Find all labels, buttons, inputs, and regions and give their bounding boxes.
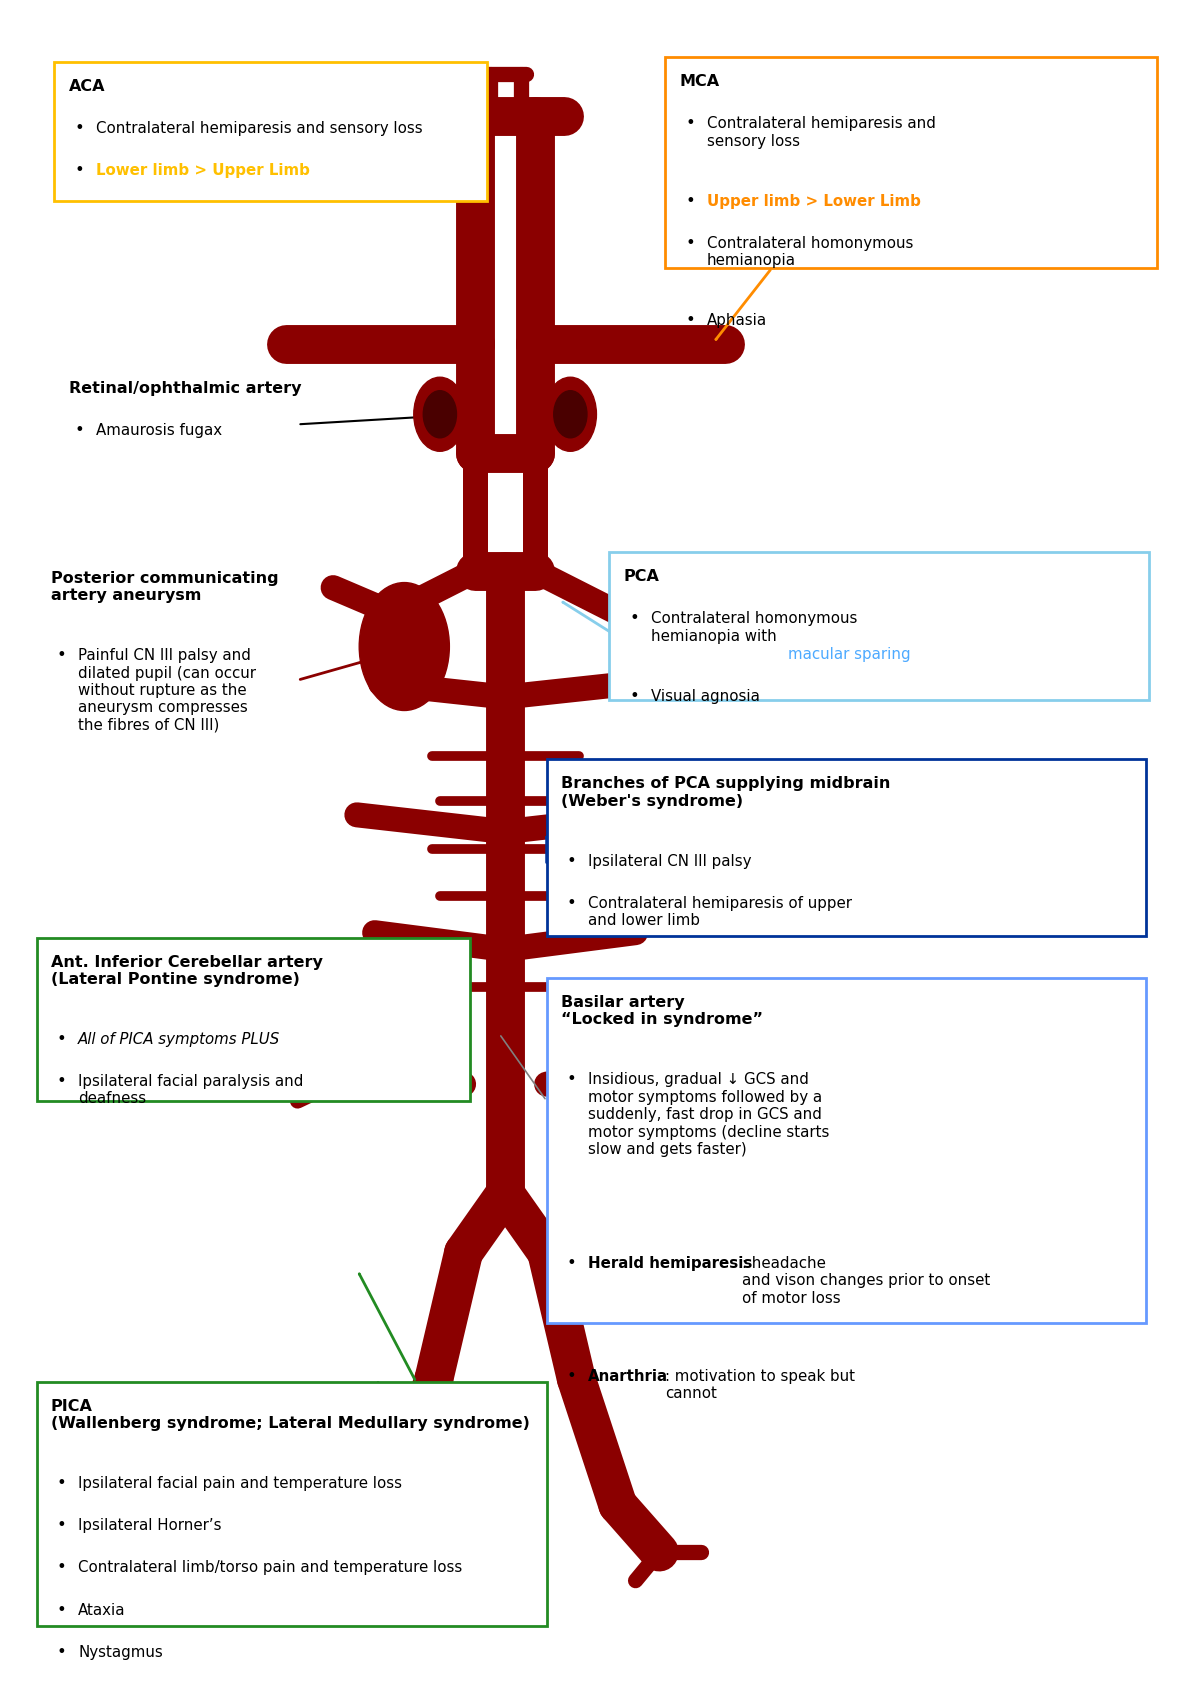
Text: •: •: [630, 611, 640, 626]
Text: •: •: [685, 117, 695, 131]
Text: •: •: [630, 689, 640, 704]
Text: Aphasia: Aphasia: [707, 314, 767, 328]
Text: •: •: [685, 314, 695, 328]
Text: Ipsilateral CN III palsy: Ipsilateral CN III palsy: [588, 854, 751, 869]
Text: Painful CN III palsy and
dilated pupil (can occur
without rupture as the
aneurys: Painful CN III palsy and dilated pupil (…: [78, 648, 256, 733]
Text: •: •: [56, 1032, 66, 1047]
Text: Anarthria: Anarthria: [588, 1368, 668, 1383]
Text: •: •: [56, 1602, 66, 1617]
Text: •: •: [56, 1476, 66, 1492]
Text: ACA: ACA: [68, 80, 106, 95]
Text: •: •: [566, 854, 576, 869]
Text: •: •: [566, 1368, 576, 1383]
Text: Ataxia: Ataxia: [78, 1602, 126, 1617]
FancyBboxPatch shape: [665, 58, 1158, 268]
Text: •: •: [56, 648, 66, 664]
Text: PICA
(Wallenberg syndrome; Lateral Medullary syndrome): PICA (Wallenberg syndrome; Lateral Medul…: [50, 1398, 529, 1431]
Text: Contralateral hemiparesis and sensory loss: Contralateral hemiparesis and sensory lo…: [96, 122, 422, 136]
FancyBboxPatch shape: [36, 938, 469, 1101]
Text: Insidious, gradual ↓ GCS and
motor symptoms followed by a
suddenly, fast drop in: Insidious, gradual ↓ GCS and motor sympt…: [588, 1073, 829, 1157]
FancyBboxPatch shape: [54, 63, 487, 200]
Circle shape: [424, 390, 456, 438]
Text: •: •: [685, 236, 695, 251]
Text: Ant. Inferior Cerebellar artery
(Lateral Pontine syndrome): Ant. Inferior Cerebellar artery (Lateral…: [50, 954, 323, 988]
FancyBboxPatch shape: [610, 552, 1150, 701]
Text: Posterior communicating
artery aneurysm: Posterior communicating artery aneurysm: [50, 570, 278, 602]
Text: •: •: [56, 1519, 66, 1534]
Text: •: •: [685, 193, 695, 209]
Text: •: •: [566, 1256, 576, 1271]
Text: PCA: PCA: [624, 568, 660, 584]
Text: •: •: [74, 163, 84, 178]
Text: Contralateral homonymous
hemianopia with: Contralateral homonymous hemianopia with: [652, 611, 857, 643]
Circle shape: [553, 390, 587, 438]
Text: •: •: [56, 1074, 66, 1089]
Text: Ipsilateral Horner’s: Ipsilateral Horner’s: [78, 1519, 222, 1534]
Text: •: •: [56, 1561, 66, 1575]
Text: All of PICA symptoms PLUS: All of PICA symptoms PLUS: [78, 1032, 281, 1047]
FancyBboxPatch shape: [36, 1381, 547, 1626]
Text: Ipsilateral facial pain and temperature loss: Ipsilateral facial pain and temperature …: [78, 1476, 402, 1492]
Circle shape: [359, 582, 449, 711]
FancyBboxPatch shape: [547, 977, 1146, 1324]
Text: Contralateral homonymous
hemianopia: Contralateral homonymous hemianopia: [707, 236, 913, 268]
Text: macular sparing: macular sparing: [787, 647, 911, 662]
Text: •: •: [74, 423, 84, 438]
Text: Contralateral hemiparesis and
sensory loss: Contralateral hemiparesis and sensory lo…: [707, 117, 936, 149]
Text: Lower limb > Upper Limb: Lower limb > Upper Limb: [96, 163, 310, 178]
Circle shape: [545, 377, 596, 451]
Text: Upper limb > Lower Limb: Upper limb > Lower Limb: [707, 193, 920, 209]
Text: Ipsilateral facial paralysis and
deafness: Ipsilateral facial paralysis and deafnes…: [78, 1074, 304, 1106]
Text: Nystagmus: Nystagmus: [78, 1644, 163, 1660]
Text: MCA: MCA: [679, 75, 720, 90]
Text: Contralateral limb/torso pain and temperature loss: Contralateral limb/torso pain and temper…: [78, 1561, 462, 1575]
Text: Amaurosis fugax: Amaurosis fugax: [96, 423, 222, 438]
Text: : headache
and vison changes prior to onset
of motor loss: : headache and vison changes prior to on…: [742, 1256, 990, 1305]
Text: •: •: [566, 896, 576, 911]
Text: Contralateral hemiparesis of upper
and lower limb: Contralateral hemiparesis of upper and l…: [588, 896, 852, 928]
Text: Basilar artery
“Locked in syndrome”: Basilar artery “Locked in syndrome”: [560, 994, 763, 1027]
Text: •: •: [56, 1644, 66, 1660]
Text: •: •: [566, 1073, 576, 1088]
FancyBboxPatch shape: [547, 759, 1146, 937]
Text: Visual agnosia: Visual agnosia: [652, 689, 760, 704]
Text: Retinal/ophthalmic artery: Retinal/ophthalmic artery: [68, 380, 301, 395]
Text: Branches of PCA supplying midbrain
(Weber's syndrome): Branches of PCA supplying midbrain (Webe…: [560, 776, 890, 808]
Text: : motivation to speak but
cannot: : motivation to speak but cannot: [665, 1368, 854, 1402]
Text: •: •: [74, 122, 84, 136]
Circle shape: [414, 377, 466, 451]
Text: Herald hemiparesis: Herald hemiparesis: [588, 1256, 752, 1271]
